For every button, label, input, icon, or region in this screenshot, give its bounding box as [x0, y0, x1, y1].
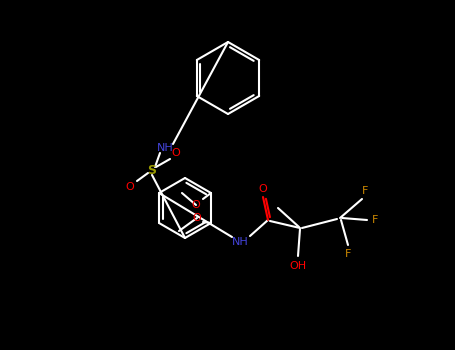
Text: O: O: [126, 182, 134, 192]
Text: O: O: [258, 184, 268, 194]
Text: S: S: [147, 163, 157, 176]
Text: F: F: [362, 186, 368, 196]
Text: NH: NH: [157, 143, 173, 153]
Text: NH: NH: [232, 237, 248, 247]
Text: O: O: [172, 148, 180, 158]
Text: O: O: [192, 200, 200, 210]
Text: OH: OH: [289, 261, 307, 271]
Text: O: O: [192, 213, 202, 223]
Text: F: F: [372, 215, 378, 225]
Text: F: F: [345, 249, 351, 259]
